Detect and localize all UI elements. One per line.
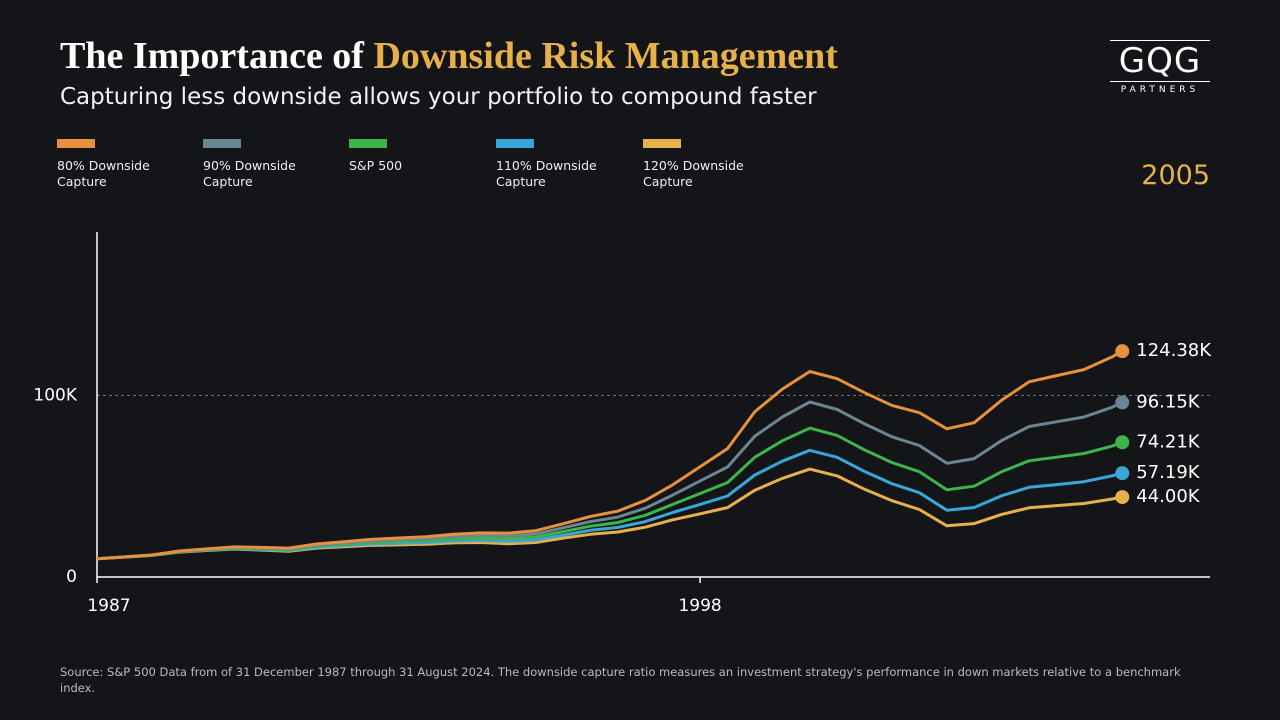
legend-swatch bbox=[643, 139, 681, 148]
legend-label: 120% Downside Capture bbox=[643, 158, 744, 189]
end-point bbox=[1115, 466, 1130, 481]
legend-label: S&P 500 bbox=[349, 158, 403, 173]
legend-item: 80% Downside Capture bbox=[57, 139, 167, 190]
legend-label: 110% Downside Capture bbox=[496, 158, 597, 189]
series-line bbox=[96, 448, 1123, 561]
legend-swatch bbox=[203, 139, 241, 148]
title-highlight: Downside Risk Management bbox=[373, 35, 838, 77]
x-tick-label: 1987 bbox=[87, 596, 130, 616]
value-label: 96.15K bbox=[1136, 391, 1201, 412]
legend-swatch bbox=[496, 139, 534, 148]
logo-rule bbox=[1110, 40, 1210, 41]
series-line bbox=[96, 349, 1124, 561]
legend-swatch bbox=[349, 139, 387, 148]
value-label: 124.38K bbox=[1136, 340, 1212, 361]
logo-rule bbox=[1110, 81, 1210, 82]
legend-item: 110% Downside Capture bbox=[496, 139, 606, 190]
series-line bbox=[96, 400, 1123, 561]
end-point bbox=[1115, 395, 1130, 410]
legend-item: 120% Downside Capture bbox=[643, 139, 753, 190]
title-text: The Importance of bbox=[60, 35, 364, 77]
value-label: 74.21K bbox=[1136, 431, 1201, 452]
logo: GQG PARTNERS bbox=[1110, 40, 1210, 96]
value-label: 57.19K bbox=[1136, 462, 1201, 483]
title: The Importance of Downside Risk Manageme… bbox=[60, 34, 838, 78]
y-tick-label: 100K bbox=[33, 385, 77, 405]
year-label: 2005 bbox=[1141, 160, 1210, 191]
subtitle: Capturing less downside allows your port… bbox=[60, 84, 817, 110]
y-tick-label: 0 bbox=[66, 567, 77, 587]
end-point bbox=[1115, 435, 1130, 450]
x-tick-label: 1998 bbox=[678, 596, 721, 616]
legend-item: S&P 500 bbox=[349, 139, 459, 174]
series-line bbox=[96, 426, 1123, 561]
end-point bbox=[1115, 490, 1130, 505]
legend-label: 80% Downside Capture bbox=[57, 158, 150, 189]
logo-text: GQG bbox=[1118, 41, 1202, 81]
legend-swatch bbox=[57, 139, 95, 148]
value-label: 44.00K bbox=[1136, 486, 1201, 507]
legend-label: 90% Downside Capture bbox=[203, 158, 296, 189]
logo-subtext: PARTNERS bbox=[1120, 85, 1200, 95]
source-note: Source: S&P 500 Data from of 31 December… bbox=[60, 665, 1181, 695]
legend-item: 90% Downside Capture bbox=[203, 139, 313, 190]
end-point bbox=[1115, 344, 1130, 359]
